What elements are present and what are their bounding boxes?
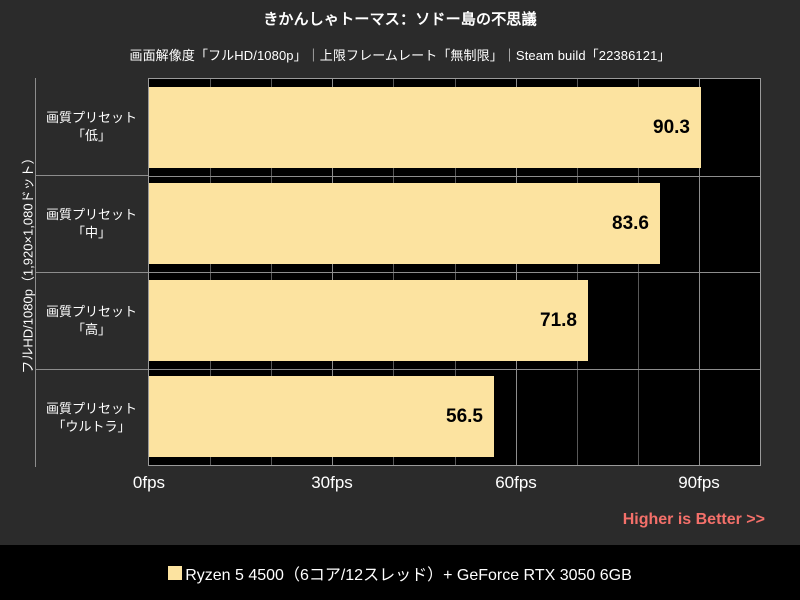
y-axis-category-0-line1: 画質プリセット (45, 109, 137, 125)
x-axis-tick-60fps: 60fps (495, 473, 537, 492)
bar-3: 56.5 (149, 376, 494, 457)
bar-0: 90.3 (149, 87, 701, 168)
y-axis-category-0: 画質プリセット 「低」 (35, 78, 148, 175)
y-axis-category-1-line1: 画質プリセット (45, 206, 137, 222)
bar-value-label-2: 71.8 (540, 310, 577, 331)
chart-title: きかんしゃトーマス：ソドー島の不思議 (263, 11, 537, 28)
x-axis-tick-30fps: 30fps (311, 473, 353, 492)
y-axis-category-2-line2: 「高」 (71, 321, 111, 337)
y-axis-category-2: 画質プリセット 「高」 (35, 272, 148, 369)
bar-2: 71.8 (149, 280, 588, 361)
y-axis-category-column: 画質プリセット 「低」 画質プリセット 「中」 画質プリセット 「高」 画質プリ… (35, 78, 148, 466)
higher-is-better-annotation: Higher is Better >> (622, 511, 765, 528)
row-separator-1 (149, 176, 760, 177)
bar-value-label-1: 83.6 (612, 213, 649, 234)
row-separator-3 (149, 369, 760, 370)
row-separator-2 (149, 272, 760, 273)
legend-item-0: Ryzen 5 4500（6コア/12スレッド）+ GeForce RTX 30… (168, 561, 632, 585)
legend-swatch-icon (168, 565, 183, 580)
bar-1: 83.6 (149, 183, 660, 264)
y-axis-separator-2 (35, 369, 148, 370)
legend-item-0-label: Ryzen 5 4500（6コア/12スレッド）+ GeForce RTX 30… (185, 566, 632, 584)
y-axis-category-1: 画質プリセット 「中」 (35, 175, 148, 272)
y-axis-category-1-line2: 「中」 (71, 224, 111, 240)
y-axis-category-3-line1: 画質プリセット (45, 400, 137, 416)
y-axis-category-3: 画質プリセット 「ウルトラ」 (35, 369, 148, 466)
x-axis-tick-0fps: 0fps (132, 473, 166, 492)
bar-value-label-3: 56.5 (446, 406, 483, 427)
y-axis-separator-0 (35, 175, 148, 176)
bar-value-label-0: 90.3 (653, 117, 690, 138)
y-axis-category-2-line1: 画質プリセット (45, 303, 137, 319)
y-axis-category-0-line2: 「低」 (71, 127, 111, 143)
legend: Ryzen 5 4500（6コア/12スレッド）+ GeForce RTX 30… (0, 545, 800, 600)
y-axis-category-3-line2: 「ウルトラ」 (52, 418, 131, 434)
y-axis-title: フルHD/1080p（1,920×1,080ドット） (20, 151, 36, 374)
x-axis-tick-90fps: 90fps (678, 473, 720, 492)
chart-subtitle: 画面解像度「フルHD/1080p」｜上限フレームレート「無制限」｜Steam b… (129, 48, 671, 63)
y-axis-separator-1 (35, 272, 148, 273)
plot-area: 90.3 83.6 71.8 56.5 (148, 78, 761, 466)
